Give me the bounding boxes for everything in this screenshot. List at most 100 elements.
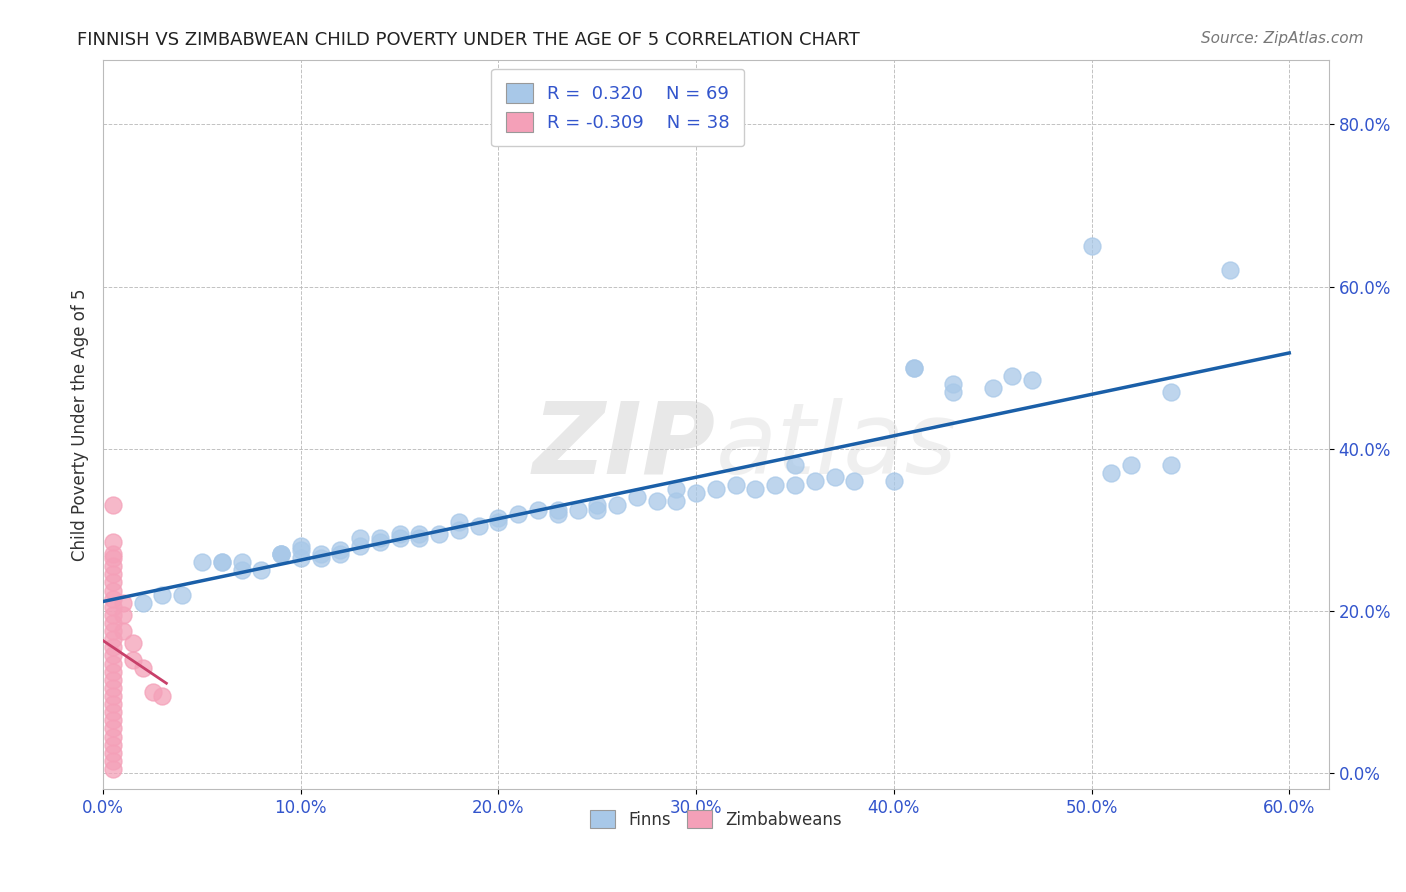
Point	[1119, 458, 1142, 472]
Point	[250, 563, 273, 577]
Point	[586, 499, 609, 513]
Point	[131, 596, 153, 610]
Point	[101, 681, 124, 695]
Point	[665, 483, 688, 497]
Point	[567, 502, 589, 516]
Point	[101, 583, 124, 598]
Point	[101, 689, 124, 703]
Point	[111, 607, 134, 622]
Point	[427, 526, 450, 541]
Point	[368, 535, 391, 549]
Point	[101, 705, 124, 719]
Point	[586, 502, 609, 516]
Point	[101, 714, 124, 728]
Point	[408, 531, 430, 545]
Text: FINNISH VS ZIMBABWEAN CHILD POVERTY UNDER THE AGE OF 5 CORRELATION CHART: FINNISH VS ZIMBABWEAN CHILD POVERTY UNDE…	[77, 31, 860, 49]
Point	[665, 494, 688, 508]
Point	[141, 685, 163, 699]
Point	[942, 376, 965, 391]
Point	[942, 384, 965, 399]
Point	[309, 547, 332, 561]
Point	[231, 555, 253, 569]
Point	[903, 360, 925, 375]
Point	[447, 515, 470, 529]
Point	[981, 381, 1004, 395]
Point	[704, 483, 727, 497]
Point	[101, 640, 124, 655]
Point	[191, 555, 214, 569]
Point	[883, 474, 905, 488]
Point	[349, 539, 371, 553]
Point	[467, 518, 489, 533]
Point	[408, 526, 430, 541]
Point	[211, 555, 233, 569]
Point	[626, 491, 648, 505]
Point	[645, 494, 668, 508]
Point	[724, 478, 747, 492]
Point	[824, 470, 846, 484]
Text: Source: ZipAtlas.com: Source: ZipAtlas.com	[1201, 31, 1364, 46]
Point	[844, 474, 866, 488]
Point	[121, 652, 143, 666]
Point	[101, 559, 124, 574]
Point	[1099, 466, 1122, 480]
Point	[101, 746, 124, 760]
Point	[101, 535, 124, 549]
Legend: Finns, Zimbabweans: Finns, Zimbabweans	[583, 804, 849, 836]
Point	[1080, 239, 1102, 253]
Point	[329, 547, 352, 561]
Point	[309, 551, 332, 566]
Point	[211, 555, 233, 569]
Point	[1160, 458, 1182, 472]
Point	[783, 458, 806, 472]
Point	[231, 563, 253, 577]
Point	[1021, 373, 1043, 387]
Point	[388, 531, 411, 545]
Point	[121, 636, 143, 650]
Point	[101, 665, 124, 679]
Point	[685, 486, 707, 500]
Point	[111, 624, 134, 639]
Point	[488, 510, 510, 524]
Point	[270, 547, 292, 561]
Point	[101, 624, 124, 639]
Text: atlas: atlas	[716, 398, 957, 495]
Point	[508, 507, 530, 521]
Point	[804, 474, 827, 488]
Point	[101, 673, 124, 687]
Point	[131, 660, 153, 674]
Point	[547, 502, 569, 516]
Point	[1219, 263, 1241, 277]
Point	[101, 547, 124, 561]
Point	[101, 615, 124, 630]
Point	[111, 596, 134, 610]
Point	[447, 523, 470, 537]
Y-axis label: Child Poverty Under the Age of 5: Child Poverty Under the Age of 5	[72, 288, 89, 561]
Point	[152, 588, 174, 602]
Point	[152, 689, 174, 703]
Point	[101, 575, 124, 590]
Point	[1001, 368, 1024, 383]
Point	[101, 632, 124, 647]
Point	[101, 697, 124, 711]
Point	[270, 547, 292, 561]
Point	[349, 531, 371, 545]
Point	[101, 762, 124, 776]
Point	[763, 478, 786, 492]
Point	[744, 483, 766, 497]
Point	[270, 547, 292, 561]
Point	[101, 567, 124, 582]
Point	[290, 539, 312, 553]
Point	[368, 531, 391, 545]
Point	[101, 730, 124, 744]
Point	[101, 648, 124, 663]
Point	[101, 657, 124, 671]
Point	[606, 499, 628, 513]
Point	[101, 599, 124, 614]
Text: ZIP: ZIP	[533, 398, 716, 495]
Point	[290, 543, 312, 558]
Point	[101, 551, 124, 566]
Point	[527, 502, 550, 516]
Point	[101, 607, 124, 622]
Point	[101, 738, 124, 752]
